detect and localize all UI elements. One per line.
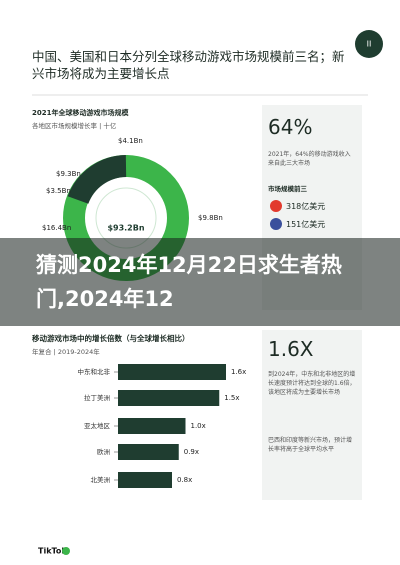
big-number: 64% (268, 115, 313, 139)
badge (355, 30, 383, 58)
donut-label: $4.1Bn (118, 137, 143, 145)
panel-text: 2021年，64%的移动游戏收入来自此三大市场 (268, 151, 351, 167)
header-title: 中国、美国和日本分列全球移动游戏市场规模前三名；新兴市场将成为主要增长点 (32, 49, 345, 81)
flag (270, 218, 282, 230)
value-label: 1.6x (231, 368, 246, 376)
bar (118, 472, 172, 488)
value-label: 0.8x (177, 476, 192, 484)
panel-title: 2021年全球移动游戏市场规模 (32, 109, 129, 117)
banner-text: 猜测2024年12月22日求生者热门,2024年12 (36, 253, 342, 311)
bar (118, 418, 186, 434)
donut-label: $16.4Bn (42, 224, 71, 232)
panel-item: 318亿美元 (286, 202, 326, 211)
bar (118, 390, 220, 406)
chart-subtitle: 年复合 | 2019-2024年 (32, 348, 100, 356)
footer-logo: TikTok (38, 547, 67, 556)
chart-title: 移动游戏市场中的增长倍数（与全球增长相比） (32, 334, 190, 343)
panel-text: 到2024年，中东和北非地区的增长速度预计将达到全球的1.6倍，该地区将成为主要… (268, 371, 356, 396)
bar (118, 444, 179, 460)
donut-label: $93.2Bn (107, 224, 144, 233)
banner-bg (0, 238, 400, 326)
value-label: 1.0x (191, 422, 206, 430)
donut-label: $9.8Bn (198, 214, 223, 222)
logo-dot (62, 547, 70, 555)
svg-text:II: II (367, 40, 372, 49)
donut-segment (67, 155, 127, 205)
category-label: 北美洲 (91, 475, 111, 484)
panel-sub: 市场规模前三 (268, 185, 307, 193)
growth-panel-bg (262, 330, 362, 500)
big-number: 1.6X (268, 337, 314, 361)
value-label: 1.5x (224, 394, 239, 402)
category-label: 欧洲 (97, 447, 110, 456)
panel-item: 151亿美元 (286, 220, 326, 229)
category-label: 拉丁美洲 (84, 393, 110, 402)
bar (118, 364, 226, 380)
panel-note: 巴西和印度等新兴市场，预计增长率将高于全球平均水平 (268, 437, 353, 453)
flag (270, 200, 282, 212)
donut-label: $3.5Bn (46, 187, 71, 195)
category-label: 中东和北非 (78, 367, 111, 376)
panel-subtitle: 各地区市场规模增长率 | 十亿 (32, 122, 117, 130)
value-label: 0.9x (184, 448, 199, 456)
donut-label: $9.3Bn (56, 170, 81, 178)
category-label: 亚太地区 (84, 421, 111, 430)
